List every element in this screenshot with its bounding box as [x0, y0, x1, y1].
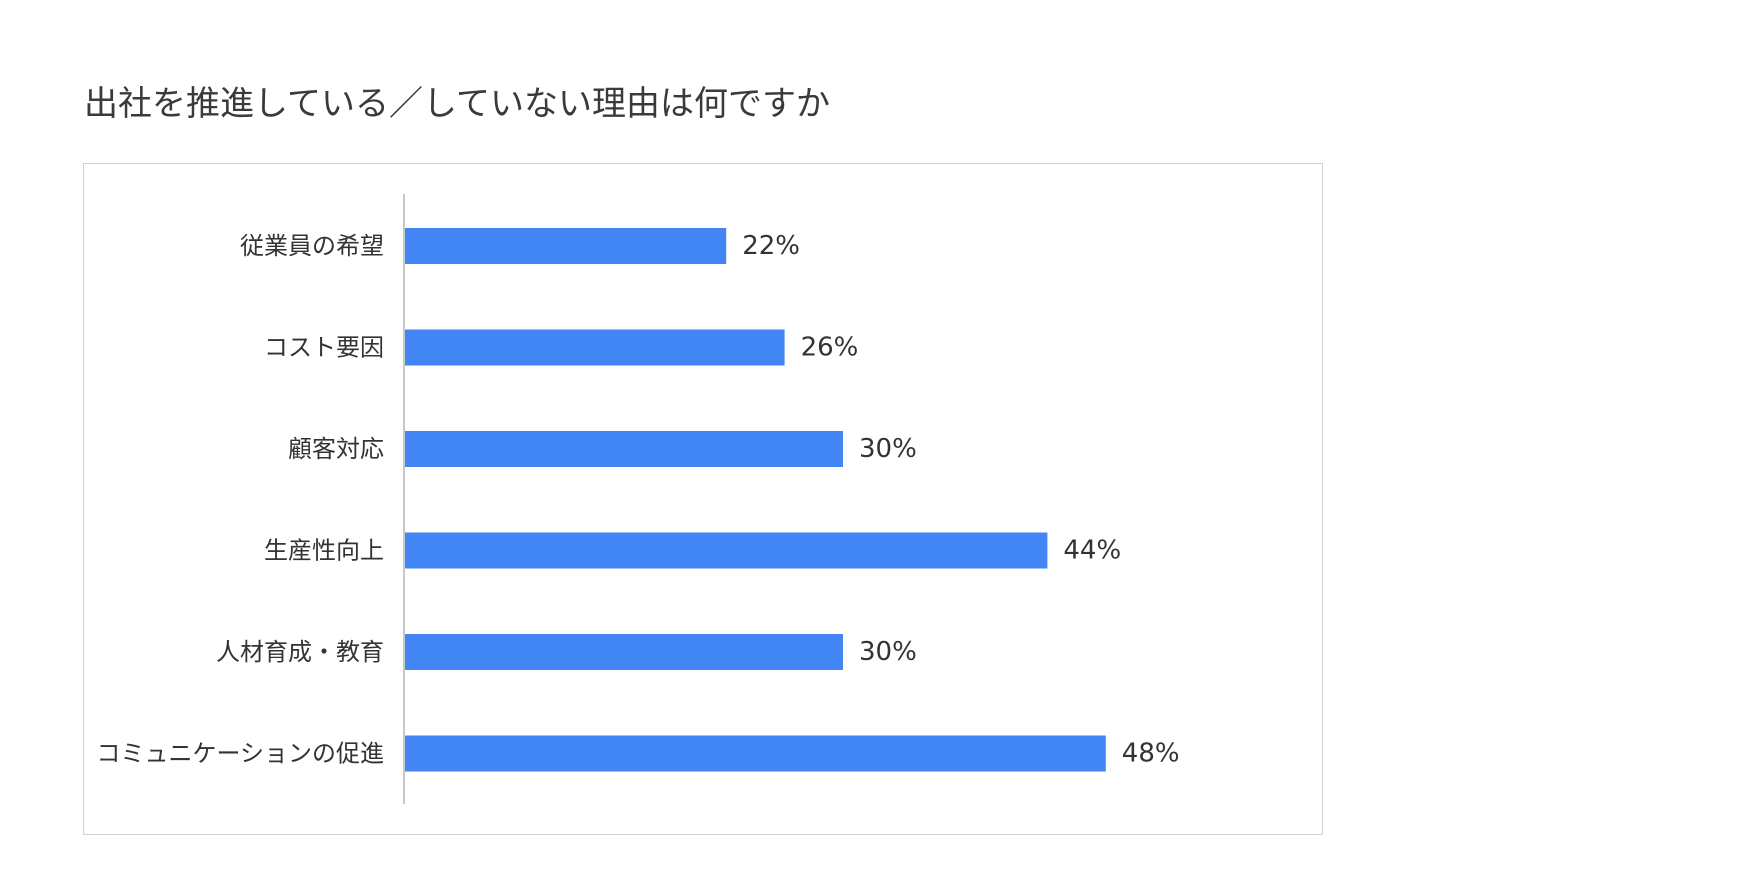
category-label: 人材育成・教育 [216, 638, 384, 666]
category-label: 生産性向上 [264, 537, 384, 565]
bar [405, 431, 843, 467]
value-labels: 22% 26% 30% 44% 30% 48% [742, 231, 1179, 769]
bar [405, 329, 785, 366]
category-label: コミュニケーションの促進 [96, 740, 384, 768]
category-label: 顧客対応 [288, 435, 384, 463]
value-label: 30% [859, 637, 917, 667]
value-label: 26% [801, 333, 859, 363]
value-label: 30% [859, 434, 917, 464]
bar-chart: 従業員の希望コスト要因顧客対応生産性向上人材育成・教育コミュニケーションの促進 … [96, 194, 1180, 804]
value-label: 44% [1063, 536, 1121, 566]
bar [405, 735, 1106, 772]
bar [405, 532, 1048, 569]
value-label: 48% [1122, 739, 1180, 769]
bar [405, 228, 727, 264]
category-label: 従業員の希望 [240, 232, 384, 260]
bars [405, 228, 1106, 772]
page-title: 出社を推進している／していない理由は何ですか [84, 84, 830, 124]
category-label: コスト要因 [264, 334, 384, 362]
bar [405, 634, 843, 670]
value-label: 22% [742, 231, 800, 261]
chart-frame: 従業員の希望 コスト要因 顧客対応 生産性向上 人材育成・教育 コミュニケーションの促進 … [83, 163, 1323, 835]
